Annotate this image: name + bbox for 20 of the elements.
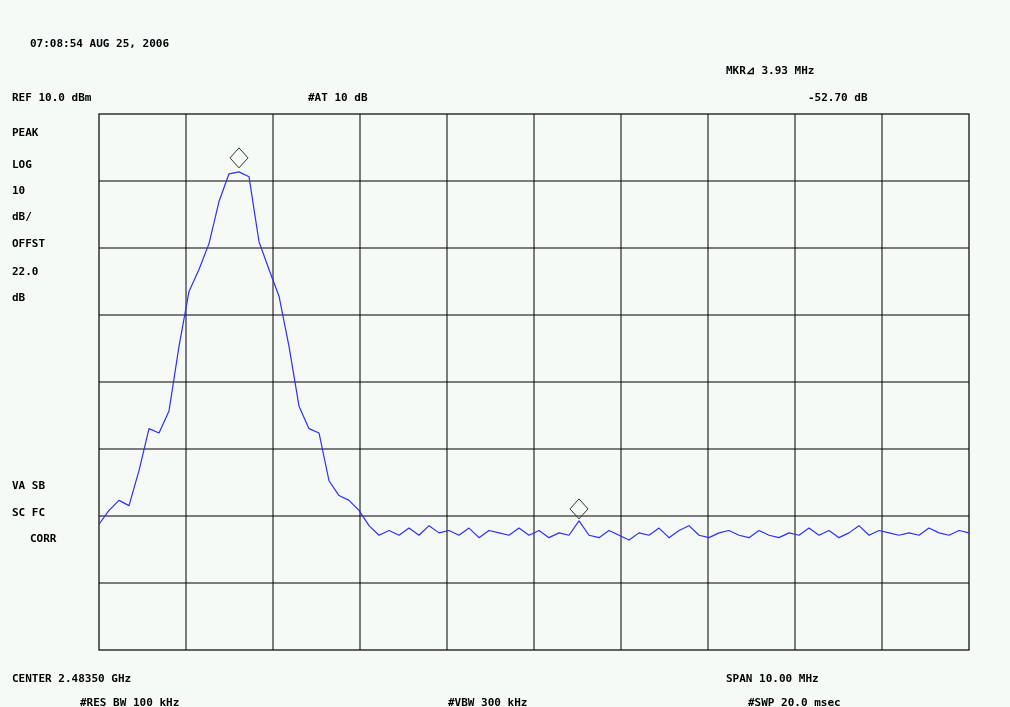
text: #AT 10 dB (308, 91, 368, 104)
text: OFFST (12, 237, 46, 250)
text: dB/ (12, 210, 33, 223)
text: 10 (12, 184, 26, 197)
text: VA SB (12, 479, 46, 492)
text: dB (12, 291, 26, 304)
text: REF 10.0 dBm (12, 91, 92, 104)
text: CORR (30, 532, 57, 545)
text: #RES BW 100 kHz (80, 696, 180, 707)
text: CENTER 2.48350 GHz (12, 672, 132, 685)
text: #SWP 20.0 msec (748, 696, 841, 707)
text: LOG (12, 158, 33, 171)
text: SC FC (12, 506, 46, 519)
text: PEAK (12, 126, 39, 139)
text: #VBW 300 kHz (448, 696, 528, 707)
text: -52.70 dB (808, 91, 868, 104)
text: SPAN 10.00 MHz (726, 672, 819, 685)
text: MKR⊿ 3.93 MHz (726, 64, 815, 77)
text: 07:08:54 AUG 25, 2006 (30, 37, 170, 50)
text: 22.0 (12, 265, 39, 278)
